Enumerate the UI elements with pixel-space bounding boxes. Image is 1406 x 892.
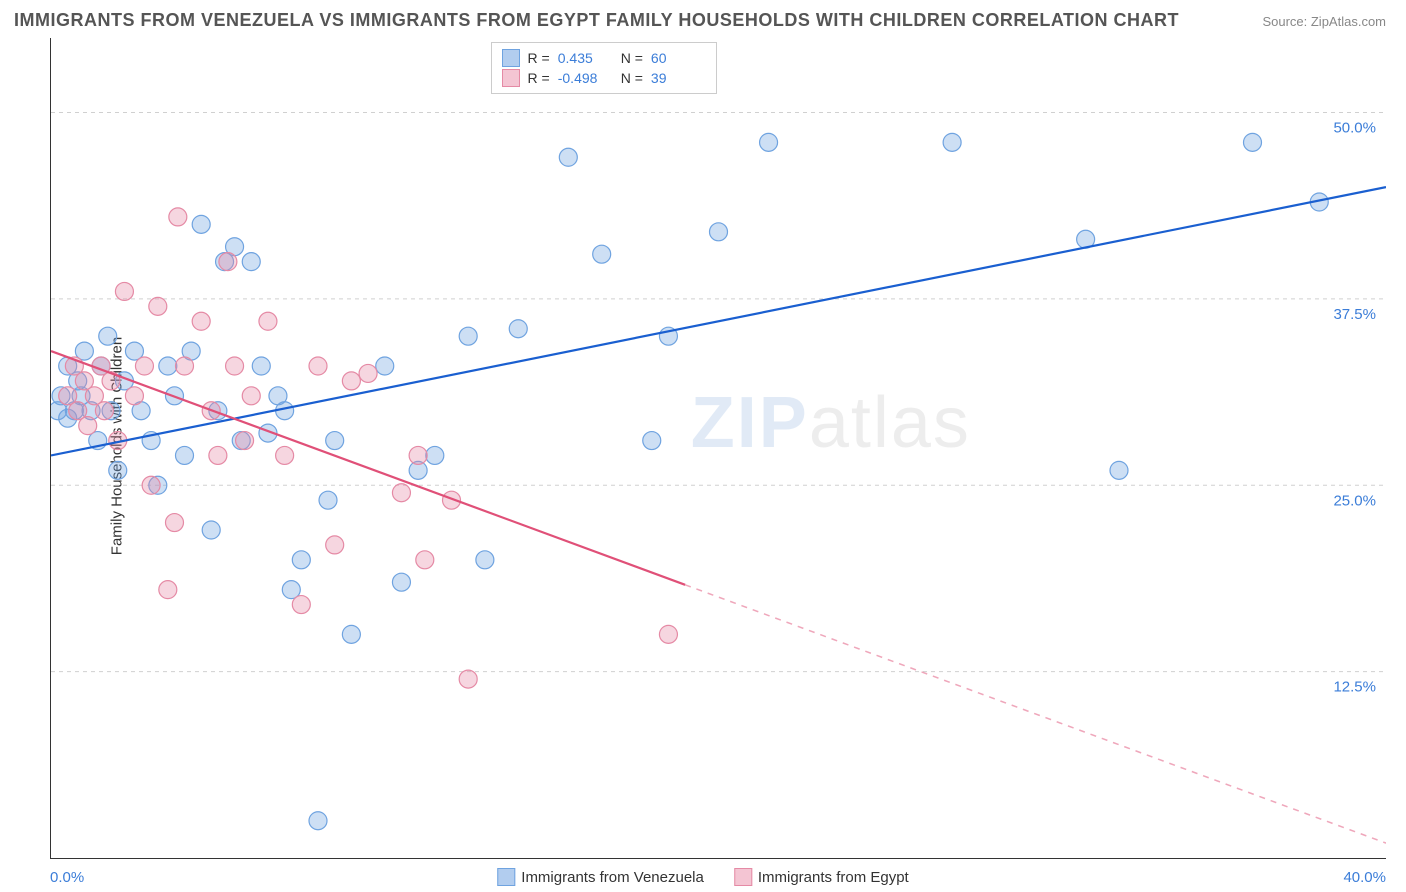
legend-swatch [502,49,520,67]
data-point [710,223,728,241]
legend-label: Immigrants from Egypt [758,869,909,886]
data-point [416,551,434,569]
data-point [292,551,310,569]
x-axis-min-label: 0.0% [50,869,84,886]
r-value: 0.435 [558,50,613,66]
data-point [159,357,177,375]
data-point [115,282,133,300]
data-point [176,357,194,375]
scatter-plot: 12.5% 25.0% 37.5% 50.0% [50,38,1386,859]
data-point [342,372,360,390]
data-point [426,446,444,464]
data-point [359,364,377,382]
y-tick-label: 37.5% [1333,306,1376,323]
data-point [135,357,153,375]
data-point [559,148,577,166]
y-tick-label: 25.0% [1333,492,1376,509]
data-point [276,446,294,464]
data-point [760,133,778,151]
series-legend: Immigrants from Venezuela Immigrants from… [497,868,908,886]
data-point [125,387,143,405]
legend-label: Immigrants from Venezuela [521,869,704,886]
data-point [1110,461,1128,479]
data-point [242,387,260,405]
data-point [326,432,344,450]
data-point [643,432,661,450]
data-point [459,670,477,688]
data-point [476,551,494,569]
x-axis-max-label: 40.0% [1343,869,1386,886]
legend-row: R = 0.435 N = 60 [502,49,706,67]
data-point [79,417,97,435]
n-label: N = [621,70,643,86]
data-point [202,521,220,539]
r-label: R = [528,50,550,66]
data-point [509,320,527,338]
data-point [309,812,327,830]
legend-item: Immigrants from Venezuela [497,868,704,886]
data-point [392,573,410,591]
data-point [292,596,310,614]
legend-swatch [497,868,515,886]
data-point [659,625,677,643]
data-point [165,514,183,532]
data-point [342,625,360,643]
data-point [392,484,410,502]
data-point [176,446,194,464]
chart-title: IMMIGRANTS FROM VENEZUELA VS IMMIGRANTS … [14,10,1179,31]
legend-swatch [502,69,520,87]
data-point [192,312,210,330]
data-point [159,581,177,599]
data-point [409,446,427,464]
data-point [309,357,327,375]
n-value: 60 [651,50,706,66]
data-point [149,297,167,315]
data-point [236,432,254,450]
r-label: R = [528,70,550,86]
data-point [252,357,270,375]
data-point [943,133,961,151]
data-point [99,327,117,345]
data-point [192,215,210,233]
data-point [459,327,477,345]
legend-swatch [734,868,752,886]
data-point [95,402,113,420]
data-point [259,312,277,330]
data-point [219,253,237,271]
data-point [593,245,611,263]
data-point [169,208,187,226]
n-value: 39 [651,70,706,86]
source-label: Source: ZipAtlas.com [1262,14,1386,29]
data-point [226,357,244,375]
n-label: N = [621,50,643,66]
trend-line-extrapolated [685,585,1386,843]
r-value: -0.498 [558,70,613,86]
data-point [142,476,160,494]
y-tick-label: 12.5% [1333,679,1376,696]
trend-line [51,351,685,585]
y-tick-label: 50.0% [1333,120,1376,137]
legend-row: R = -0.498 N = 39 [502,69,706,87]
data-point [109,461,127,479]
correlation-legend: R = 0.435 N = 60 R = -0.498 N = 39 [491,42,717,94]
data-point [242,253,260,271]
data-point [1244,133,1262,151]
data-point [319,491,337,509]
data-point [376,357,394,375]
data-point [209,446,227,464]
legend-item: Immigrants from Egypt [734,868,909,886]
data-point [326,536,344,554]
